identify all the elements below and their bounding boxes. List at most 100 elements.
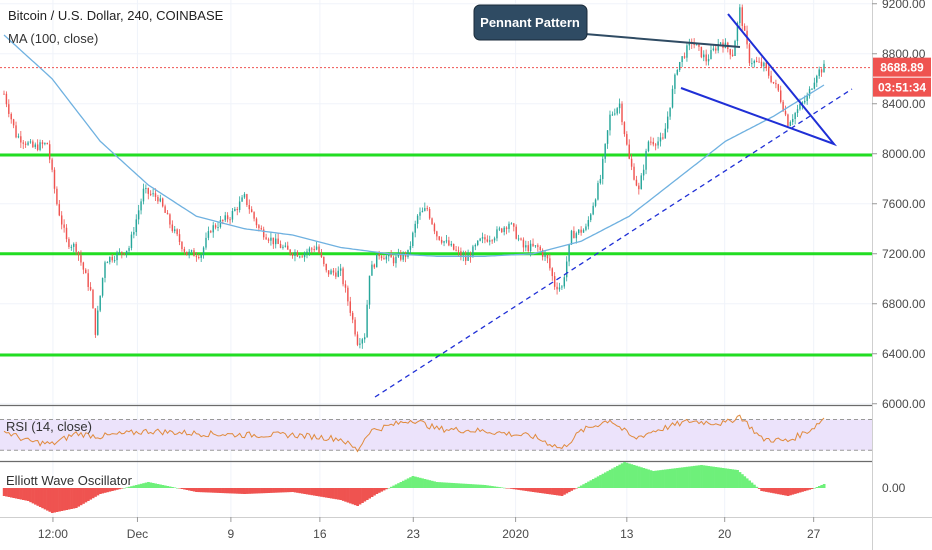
ewo-bar	[296, 488, 299, 493]
ewo-bar	[125, 487, 129, 488]
candle-body	[703, 54, 705, 58]
candle-body	[717, 43, 719, 51]
ewo-bar	[36, 488, 40, 506]
candle-body	[198, 257, 200, 259]
candle-body	[686, 45, 688, 58]
ewo-bar	[392, 485, 396, 488]
ewo-bar	[144, 482, 148, 488]
candle-body	[22, 142, 24, 144]
ewo-bar	[300, 488, 304, 494]
candle-body	[501, 228, 503, 233]
ewo-bar	[248, 488, 251, 494]
price-axis[interactable]: 9200.00 8800.00 8400.00 8000.00 7600.00 7200.…	[872, 0, 926, 411]
candle-body	[392, 257, 395, 264]
ewo-bar	[214, 488, 218, 493]
ewo-bar	[474, 484, 477, 488]
ewo-bar	[635, 465, 638, 488]
time-tick-label: 13	[620, 527, 634, 541]
ewo-bar	[560, 488, 564, 496]
time-tick-label: Dec	[127, 527, 148, 541]
ewo-bar	[426, 479, 429, 488]
ewo-bar	[291, 488, 295, 492]
candle-body	[284, 245, 287, 247]
ewo-legend[interactable]: Elliott Wave Oscillator	[6, 473, 133, 488]
ewo-bar	[192, 488, 196, 492]
countdown-badge-bg	[873, 77, 931, 97]
candle-body	[267, 239, 270, 241]
ewo-bar	[202, 488, 206, 493]
candle-body	[147, 188, 150, 194]
candle-body	[89, 286, 92, 290]
candle-body	[626, 134, 628, 145]
candle-body	[695, 44, 698, 46]
rsi-band	[0, 419, 872, 451]
ewo-bar	[563, 488, 566, 495]
candle-body	[782, 101, 784, 112]
candle-body	[157, 196, 159, 202]
candle-body	[116, 252, 118, 261]
rsi-legend[interactable]: RSI (14, close)	[6, 419, 92, 434]
ewo-bar	[358, 488, 362, 505]
candle-body	[818, 69, 820, 76]
ewo-bar	[589, 480, 593, 488]
ewo-bar	[293, 488, 297, 493]
candle-body	[113, 260, 116, 262]
symbol-title[interactable]: Bitcoin / U.S. Dollar, 240, COINBASE	[8, 8, 224, 23]
candle-body	[77, 251, 80, 256]
candle-body	[327, 270, 330, 275]
ewo-bar	[815, 487, 819, 488]
ewo-bar	[142, 483, 145, 488]
ewo-bar	[707, 466, 711, 488]
candle-body	[486, 239, 489, 242]
candle-body	[376, 254, 378, 268]
ewo-bar	[541, 488, 545, 494]
price-tick-label: 8800.00	[882, 47, 926, 61]
candle-body	[101, 277, 104, 296]
candle-body	[570, 230, 573, 245]
ewo-bar	[500, 487, 504, 488]
ewo-bar	[41, 488, 44, 509]
ewo-bar	[678, 467, 682, 488]
candle-body	[241, 197, 243, 202]
ewo-bar	[113, 488, 117, 491]
candle-body	[433, 224, 436, 232]
ma-legend[interactable]: MA (100, close)	[8, 31, 98, 46]
ewo-bar	[24, 488, 28, 501]
ewo-bar	[281, 488, 285, 493]
ewo-bar	[368, 488, 372, 499]
ewo-bar	[659, 470, 662, 488]
ewo-bar	[822, 484, 826, 488]
bar-countdown: 03:51:34	[878, 81, 926, 95]
time-axis[interactable]: 12:00 Dec 9 16 23 2020 13 20 27	[38, 517, 821, 541]
candle-body	[739, 7, 741, 24]
candle-body	[181, 241, 183, 250]
candle-body	[65, 227, 68, 240]
ewo-bar	[688, 466, 691, 488]
candle-body	[385, 256, 388, 260]
candle-body	[467, 255, 469, 261]
candle-body	[645, 150, 647, 170]
ewo-bar	[704, 465, 708, 488]
ewo-bar	[175, 488, 179, 489]
candle-body	[214, 225, 217, 228]
ewo-bar	[168, 486, 172, 488]
ewo-bar	[724, 468, 727, 488]
ewo-bar	[510, 488, 513, 489]
ewo-bar	[572, 488, 576, 490]
ewo-bar	[755, 486, 759, 488]
candle-body	[489, 240, 491, 242]
candle-body	[416, 215, 419, 224]
ewo-bar	[185, 488, 189, 490]
candle-body	[356, 334, 359, 345]
pennant-callout[interactable]: Pennant Pattern	[473, 4, 741, 48]
ewo-bar	[373, 488, 376, 496]
ewo-bar	[341, 488, 345, 501]
candle-body	[522, 239, 525, 248]
ewo-bar	[435, 482, 439, 488]
candle-body	[397, 253, 400, 257]
candle-body	[529, 243, 532, 252]
ewo-bar	[440, 482, 444, 488]
candle-body	[553, 276, 556, 287]
ewo-bar	[332, 488, 335, 499]
